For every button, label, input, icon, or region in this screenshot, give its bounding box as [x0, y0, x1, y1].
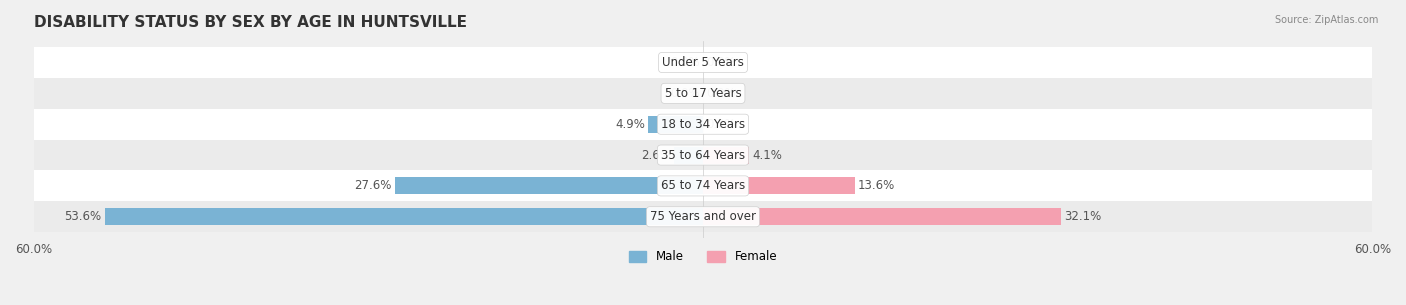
- Text: 0.0%: 0.0%: [706, 87, 735, 100]
- Bar: [703, 178, 855, 194]
- Bar: [34, 78, 1372, 109]
- Text: 2.6%: 2.6%: [641, 149, 671, 162]
- Text: 53.6%: 53.6%: [65, 210, 101, 223]
- Text: 32.1%: 32.1%: [1064, 210, 1102, 223]
- Bar: [34, 109, 1372, 140]
- Text: DISABILITY STATUS BY SEX BY AGE IN HUNTSVILLE: DISABILITY STATUS BY SEX BY AGE IN HUNTS…: [34, 15, 467, 30]
- Text: 0.0%: 0.0%: [671, 56, 700, 69]
- Text: 0.0%: 0.0%: [671, 87, 700, 100]
- Text: 0.0%: 0.0%: [706, 56, 735, 69]
- Text: 0.0%: 0.0%: [706, 118, 735, 131]
- Bar: [703, 208, 1062, 225]
- Text: 4.1%: 4.1%: [752, 149, 782, 162]
- Text: 18 to 34 Years: 18 to 34 Years: [661, 118, 745, 131]
- Text: 35 to 64 Years: 35 to 64 Years: [661, 149, 745, 162]
- Bar: [395, 178, 703, 194]
- Bar: [34, 170, 1372, 201]
- Text: 13.6%: 13.6%: [858, 179, 896, 192]
- Text: 4.9%: 4.9%: [614, 118, 645, 131]
- Bar: [105, 208, 703, 225]
- Bar: [34, 201, 1372, 232]
- Bar: [673, 147, 703, 163]
- Bar: [703, 147, 749, 163]
- Bar: [34, 140, 1372, 170]
- Text: Under 5 Years: Under 5 Years: [662, 56, 744, 69]
- Text: 75 Years and over: 75 Years and over: [650, 210, 756, 223]
- Text: Source: ZipAtlas.com: Source: ZipAtlas.com: [1274, 15, 1378, 25]
- Text: 27.6%: 27.6%: [354, 179, 392, 192]
- Legend: Male, Female: Male, Female: [624, 246, 782, 268]
- Bar: [648, 116, 703, 133]
- Text: 65 to 74 Years: 65 to 74 Years: [661, 179, 745, 192]
- Text: 5 to 17 Years: 5 to 17 Years: [665, 87, 741, 100]
- Bar: [34, 47, 1372, 78]
